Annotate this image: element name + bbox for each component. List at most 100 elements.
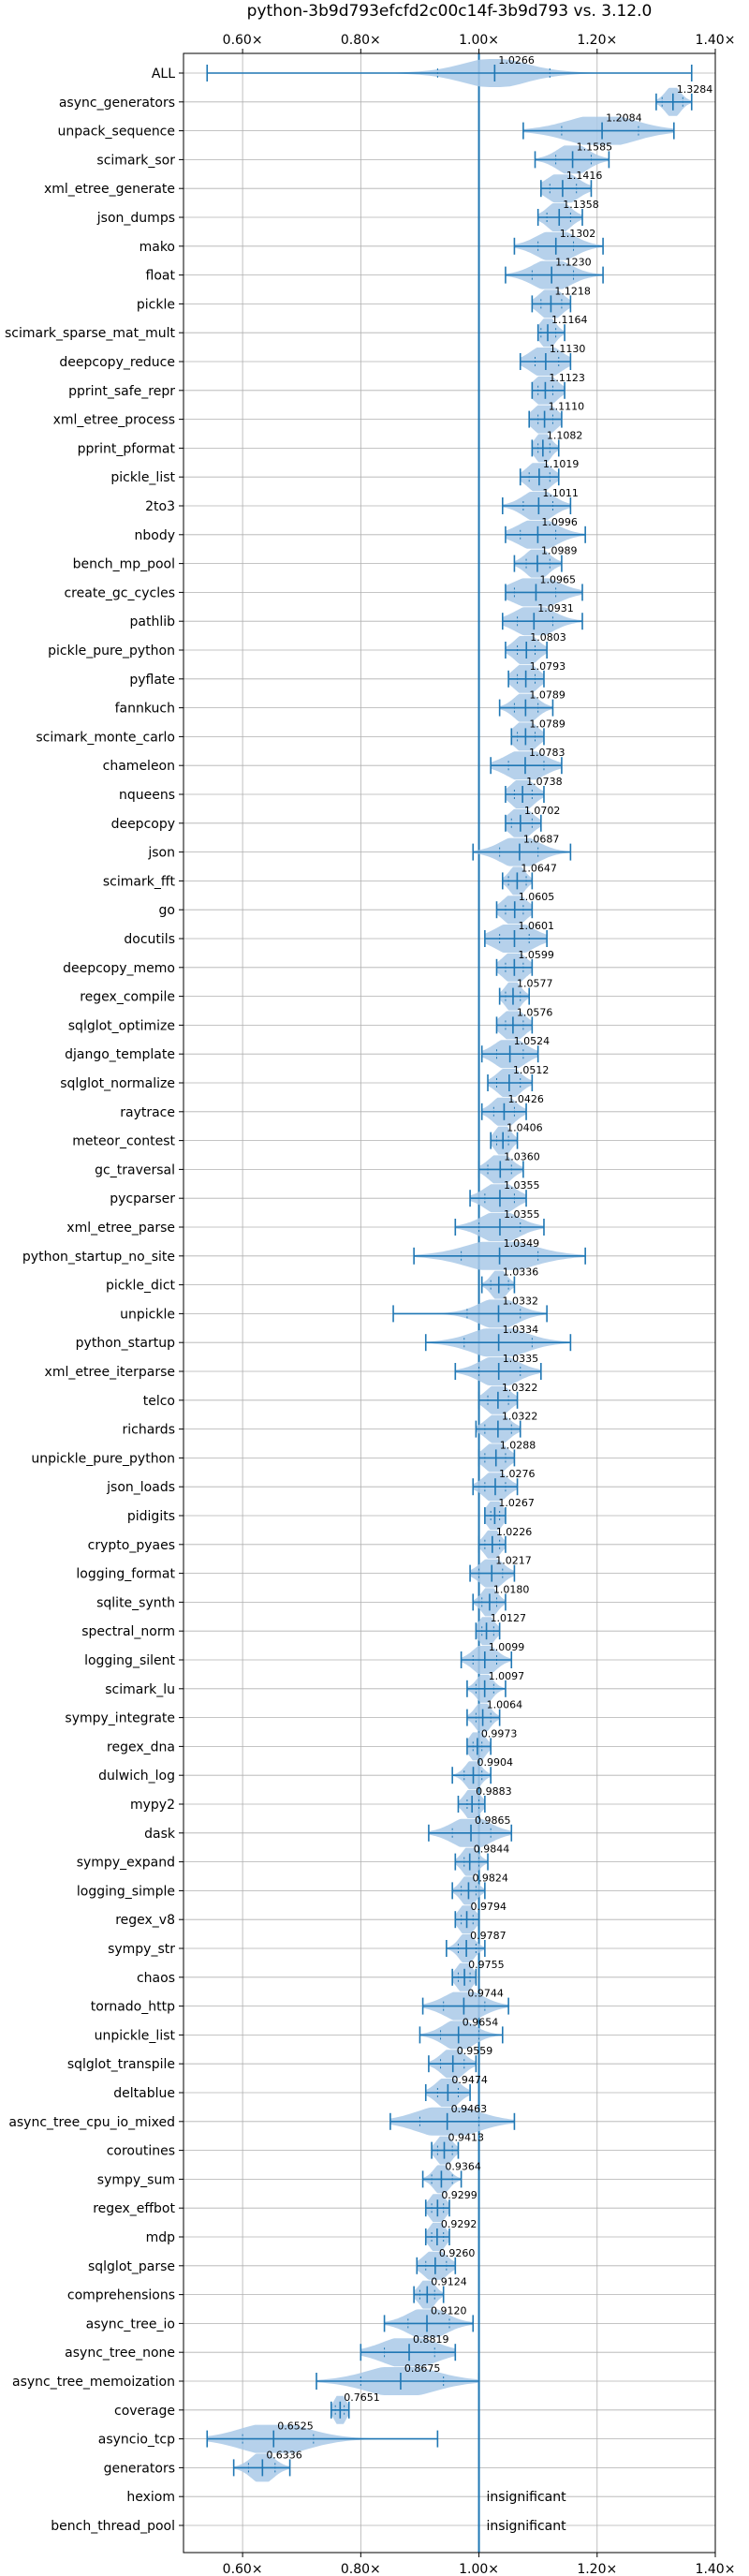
x-tick-label-bottom: 0.60× [223, 2562, 263, 2576]
value-label: 1.0687 [523, 834, 560, 846]
category-label: unpack_sequence [58, 125, 175, 140]
category-label: scimark_sparse_mat_mult [5, 326, 175, 341]
value-label: 1.0989 [541, 545, 578, 557]
x-tick-label-top: 1.00× [459, 33, 499, 48]
value-label: 1.0334 [503, 1324, 539, 1336]
category-label: pycparser [110, 1192, 175, 1207]
category-label: sqlglot_transpile [67, 2057, 175, 2072]
category-label: unpickle_list [95, 2028, 176, 2043]
value-label: 0.9794 [471, 1901, 507, 1913]
value-label: 1.0577 [517, 978, 553, 990]
value-label: 1.0226 [496, 1526, 533, 1538]
category-label: coroutines [107, 2144, 175, 2159]
value-label: 1.0064 [487, 1699, 523, 1711]
category-label: scimark_fft [103, 874, 176, 889]
value-label: 1.2084 [606, 112, 642, 125]
category-label: chameleon [103, 759, 175, 774]
category-label: hexiom [126, 2490, 175, 2505]
category-label: create_gc_cycles [64, 585, 175, 600]
category-label: dulwich_log [98, 1769, 175, 1784]
value-label: 0.6336 [266, 2449, 302, 2461]
value-label: 1.0322 [502, 1411, 538, 1423]
value-label: 1.0576 [517, 1006, 553, 1018]
value-label: 1.0783 [529, 747, 565, 759]
category-label: sqlglot_parse [88, 2259, 175, 2274]
value-label: 1.1358 [563, 199, 599, 211]
label-layer: 0.60× 0.60× 0.80× 0.80× 1.00× 1.00× 1.20× 1.20×… [5, 33, 735, 2576]
category-label: gc_traversal [95, 1162, 175, 1177]
value-label: 0.9654 [463, 2016, 499, 2028]
category-label: sympy_expand [77, 1856, 175, 1871]
value-label: 0.9299 [441, 2189, 477, 2201]
value-label: 0.9824 [472, 1872, 508, 1884]
category-label: sympy_str [108, 1942, 175, 1957]
value-label: 1.0789 [529, 689, 565, 702]
value-label: 1.0601 [518, 920, 554, 932]
value-label: 1.1082 [547, 429, 583, 441]
category-label: logging_format [76, 1567, 175, 1582]
x-tick-label-bottom: 1.00× [459, 2562, 499, 2576]
value-label: 1.0702 [524, 805, 561, 817]
category-label: async_tree_io [86, 2317, 175, 2332]
value-label: 1.0267 [498, 1497, 535, 1509]
category-label: sqlglot_normalize [60, 1076, 175, 1091]
value-label: 1.1110 [549, 401, 585, 413]
value-label: 0.6525 [277, 2421, 314, 2433]
value-label: 1.1019 [543, 458, 580, 470]
x-tick-label-top: 1.40× [696, 33, 736, 48]
value-label: 1.3284 [677, 83, 713, 96]
value-label: 1.1123 [549, 372, 585, 384]
value-label: 1.1585 [577, 141, 613, 153]
value-label: 0.9865 [475, 1814, 510, 1827]
value-label: 1.0803 [530, 631, 566, 644]
value-label: 0.9904 [477, 1756, 513, 1769]
category-label: mako [140, 240, 175, 255]
category-label: xml_etree_generate [44, 182, 175, 197]
value-label: 1.0276 [499, 1468, 536, 1480]
value-label: 1.1218 [554, 285, 591, 297]
value-label: 1.1416 [566, 170, 603, 182]
value-label: 1.0266 [498, 54, 535, 67]
value-label: 1.0217 [495, 1555, 532, 1567]
value-label: 0.7651 [344, 2391, 380, 2404]
violin-layer [206, 53, 693, 2553]
insignificant-label: insignificant [487, 2519, 567, 2534]
value-label: 1.0738 [526, 776, 563, 788]
value-label: 1.0127 [491, 1612, 527, 1624]
value-label: 1.0524 [514, 1035, 551, 1047]
category-label: async_tree_cpu_io_mixed [8, 2115, 175, 2130]
value-label: 1.0180 [493, 1583, 530, 1595]
value-label: 1.0599 [518, 949, 554, 961]
category-label: deepcopy [111, 817, 175, 832]
value-label: 0.9463 [451, 2103, 488, 2115]
value-label: 1.0931 [537, 602, 574, 614]
value-label: 0.9364 [445, 2160, 480, 2172]
value-label: 1.1230 [555, 257, 592, 269]
value-label: 1.0965 [539, 573, 576, 585]
value-label: 1.0996 [541, 516, 578, 528]
category-label: json_dumps [96, 211, 175, 226]
category-label: regex_effbot [93, 2201, 175, 2216]
value-label: 0.9787 [470, 1930, 507, 1942]
value-label: 1.0406 [507, 1122, 543, 1134]
category-label: deepcopy_memo [63, 961, 175, 976]
value-label: 1.0097 [489, 1670, 525, 1682]
category-label: coverage [114, 2404, 175, 2419]
value-label: 0.9413 [448, 2132, 485, 2144]
category-label: pickle_pure_python [48, 644, 175, 659]
value-label: 1.0793 [530, 660, 566, 673]
category-label: chaos [137, 1971, 175, 1986]
category-label: pickle_list [110, 470, 175, 485]
category-label: mypy2 [130, 1798, 175, 1813]
category-label: sympy_sum [97, 2172, 175, 2187]
x-tick-label-bottom: 1.40× [696, 2562, 736, 2576]
category-label: pathlib [130, 614, 176, 629]
value-label: 1.0322 [502, 1382, 538, 1394]
category-label: python_startup_no_site [22, 1250, 175, 1265]
value-label: 0.9744 [467, 1988, 504, 2000]
value-label: 0.9120 [431, 2304, 467, 2317]
category-label: regex_compile [80, 990, 175, 1005]
category-label: spectral_norm [81, 1624, 175, 1639]
